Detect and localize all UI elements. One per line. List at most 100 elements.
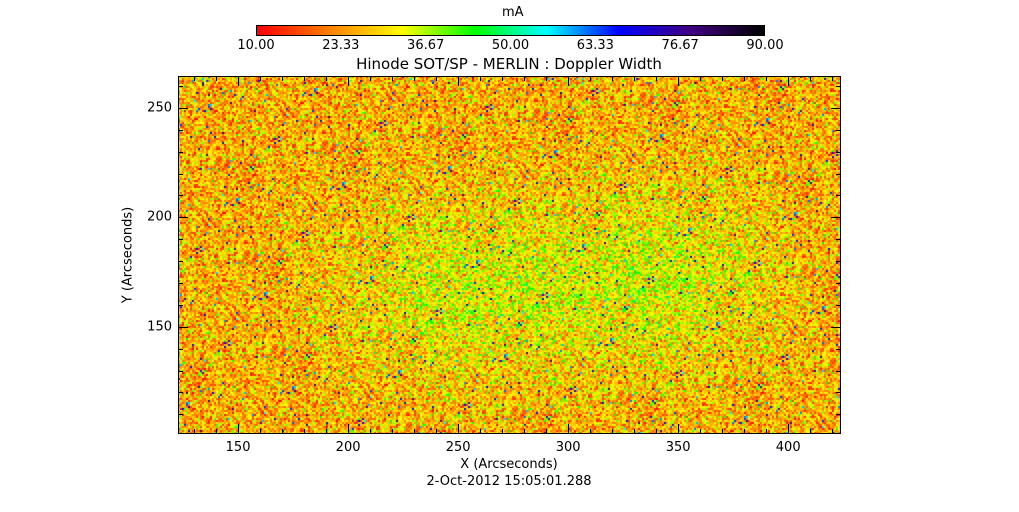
y-tick [178,239,183,241]
x-tick [480,429,482,434]
timestamp: 2-Oct-2012 15:05:01.288 [426,474,592,489]
x-tick [238,424,240,434]
y-tick-right [836,86,841,88]
x-tick-top [392,76,394,81]
y-tick-right [836,261,841,263]
y-tick-right [831,107,841,109]
y-tick [178,348,183,350]
y-tick [178,326,188,328]
x-tick-label: 300 [555,440,581,455]
x-tick-label: 400 [775,440,801,455]
colorbar-tick-label: 23.33 [322,38,360,53]
colorbar [256,25,765,36]
x-tick-top [656,76,658,81]
x-tick [370,429,372,434]
x-tick-top [546,76,548,81]
x-tick-top [502,76,504,81]
x-tick-top [326,76,328,81]
colorbar-unit: mA [502,5,524,20]
x-tick-top [216,76,218,81]
x-tick-top [480,76,482,81]
x-tick [656,429,658,434]
y-tick-right [836,348,841,350]
x-tick-top [458,76,460,86]
x-tick [788,424,790,434]
y-tick [178,173,183,175]
x-tick [458,424,460,434]
x-tick [414,429,416,434]
x-tick [722,429,724,434]
x-tick-top [304,76,306,81]
x-tick [678,424,680,434]
x-axis-label: X (Arcseconds) [460,457,558,472]
x-tick-top [436,76,438,81]
x-tick-top [700,76,702,81]
x-tick [700,429,702,434]
x-tick-top [766,76,768,81]
x-tick [634,429,636,434]
y-tick-right [836,304,841,306]
y-tick-right [836,151,841,153]
x-tick [744,429,746,434]
x-tick-top [612,76,614,81]
x-tick [392,429,394,434]
colorbar-tick-label: 76.67 [661,38,699,53]
y-tick-right [831,217,841,219]
x-tick-top [832,76,834,81]
chart-title: Hinode SOT/SP - MERLIN : Doppler Width [356,55,662,73]
x-tick-label: 250 [445,440,471,455]
y-tick-label: 250 [147,100,172,116]
x-tick-top [414,76,416,81]
y-tick [178,414,183,416]
x-tick [326,429,328,434]
y-tick-right [836,370,841,372]
y-tick [178,261,183,263]
x-tick [766,429,768,434]
y-tick-right [836,239,841,241]
x-tick-top [370,76,372,81]
x-tick-top [260,76,262,81]
y-tick [178,86,183,88]
x-tick-top [744,76,746,81]
x-tick-top [810,76,812,81]
x-tick-top [634,76,636,81]
y-tick-right [831,326,841,328]
x-tick [502,429,504,434]
y-tick [178,304,183,306]
y-axis-label: Y (Arcseconds) [120,206,136,304]
y-tick-right [836,414,841,416]
x-tick [590,429,592,434]
x-tick-top [590,76,592,81]
x-tick-top [788,76,790,86]
x-tick [216,429,218,434]
x-tick [436,429,438,434]
y-tick-right [836,173,841,175]
y-tick-label: 150 [147,319,172,335]
x-tick-top [194,76,196,81]
x-tick [282,429,284,434]
x-tick [568,424,570,434]
x-tick [348,424,350,434]
y-tick-right [836,392,841,394]
x-tick-top [722,76,724,81]
y-tick [178,129,183,131]
x-tick-top [348,76,350,86]
x-tick-top [524,76,526,81]
doppler-width-map [178,76,841,434]
x-tick-label: 200 [335,440,361,455]
y-tick [178,195,183,197]
y-tick [178,107,188,109]
y-tick [178,151,183,153]
y-tick-right [836,283,841,284]
y-tick [178,392,183,394]
x-tick-top [238,76,240,86]
colorbar-tick-label: 36.67 [407,38,445,53]
x-tick-label: 150 [225,440,251,455]
x-tick [260,429,262,434]
x-tick [546,429,548,434]
x-tick-label: 350 [665,440,691,455]
y-tick-label: 200 [147,209,172,225]
y-tick [178,217,188,219]
x-tick-top [282,76,284,81]
x-tick [304,429,306,434]
